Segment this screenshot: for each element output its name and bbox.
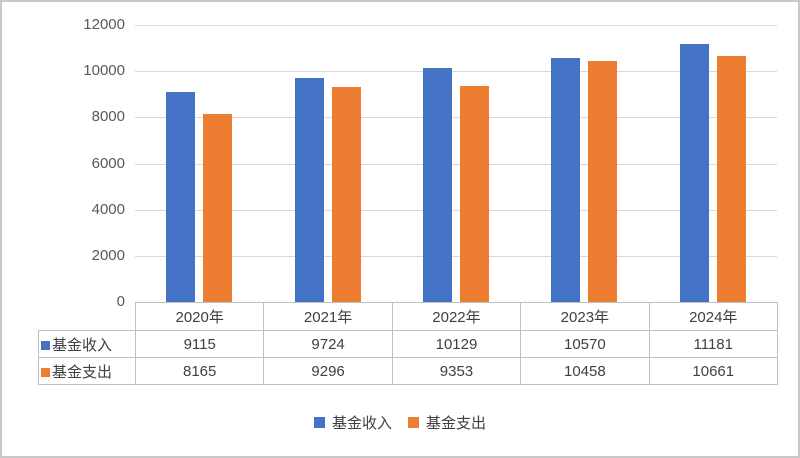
gridline [135,255,777,257]
legend-label: 基金收入 [331,415,392,432]
category-group [263,25,391,302]
bar-expense [716,56,746,302]
bar-income [294,78,324,302]
value-cell: 10458 [520,357,650,385]
gridline [135,25,777,26]
value-cell: 10661 [648,357,778,385]
bar-expense [459,86,489,302]
gridline [135,117,777,119]
y-tick-label: 0 [116,293,125,310]
y-tick-label: 4000 [91,200,125,218]
value-cell: 9115 [134,330,265,358]
table-row-income: 基金收入 9115 9724 10129 10570 11181 [38,330,778,358]
gridline [135,71,777,73]
series-label-cell: 基金支出 [38,357,136,385]
value-cell: 9724 [263,330,393,358]
category-label: 2020年 [134,302,265,331]
y-tick-label: 8000 [91,108,125,126]
value-cell: 10129 [391,330,522,358]
y-tick-label: 10000 [83,62,125,80]
value-cell: 10570 [520,330,650,358]
y-tick-label: 12000 [83,16,125,33]
bar-income [679,44,709,302]
plot-area [135,25,777,303]
y-tick-label: 2000 [91,246,125,264]
legend-item-expense: 基金支出 [408,412,486,433]
chart-data-table: 2020年 2021年 2022年 2023年 2024年基金收入 9115 9724 101… [38,302,778,385]
table-row-years: 2020年 2021年 2022年 2023年 2024年 [39,302,778,331]
legend-swatch-icon [313,417,325,428]
legend-swatch-icon [408,417,419,428]
category-label: 2024年 [648,302,778,331]
legend-label: 基金支出 [426,415,487,432]
gridline [135,209,777,211]
value-cell: 11181 [648,330,778,358]
legend: 基金收入 基金支出 [2,412,798,433]
series-name: 基金收入 [52,336,113,354]
table-corner-cell [39,303,136,331]
category-label: 2023年 [520,302,650,331]
y-tick-label: 6000 [91,154,125,172]
bar-expense [588,61,618,302]
bar-expense [203,114,233,302]
legend-item-income: 基金收入 [313,412,392,433]
category-group [135,25,263,302]
table-row-expense: 基金支出 8165 9296 9353 10458 10661 [38,357,778,385]
bar-income [422,68,452,302]
category-group [392,25,520,302]
series-name: 基金支出 [52,363,113,381]
legend-key-icon [41,367,50,377]
bar-income [166,92,196,302]
value-cell: 8165 [134,357,265,385]
category-label: 2021年 [263,302,393,331]
legend-key-icon [41,340,50,350]
gridline [135,163,777,165]
category-group [520,25,648,302]
category-group [649,25,777,302]
category-label: 2022年 [391,302,522,331]
bar-income [551,58,581,302]
bar-expense [331,87,361,302]
value-cell: 9353 [391,357,522,385]
series-label-cell: 基金收入 [38,330,136,358]
value-cell: 9296 [263,357,393,385]
